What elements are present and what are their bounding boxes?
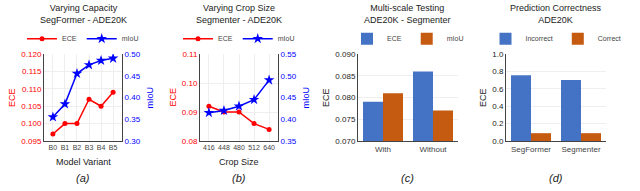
- svg-text:0.09: 0.09: [182, 108, 198, 117]
- svg-text:0.55: 0.55: [281, 50, 297, 59]
- svg-text:ECE: ECE: [62, 35, 77, 42]
- svg-text:ECE: ECE: [168, 88, 178, 107]
- svg-text:0.075: 0.075: [335, 115, 356, 124]
- svg-text:B1: B1: [61, 144, 70, 151]
- svg-text:0.085: 0.085: [335, 72, 356, 81]
- svg-text:0.50: 0.50: [281, 72, 297, 81]
- svg-text:0.115: 0.115: [22, 67, 42, 76]
- svg-text:0.40: 0.40: [125, 93, 141, 102]
- svg-text:0.50: 0.50: [125, 50, 141, 59]
- svg-text:Correct: Correct: [598, 35, 621, 42]
- svg-text:0.35: 0.35: [125, 115, 141, 124]
- svg-text:448: 448: [218, 144, 230, 151]
- svg-text:0.08: 0.08: [182, 137, 198, 146]
- svg-text:Segmenter: Segmenter: [561, 145, 600, 154]
- svg-text:Prediction CorrectnessADE20K: Prediction CorrectnessADE20K: [510, 3, 602, 25]
- svg-text:mIoU: mIoU: [145, 87, 155, 109]
- svg-text:0.0: 0.0: [492, 137, 504, 146]
- svg-text:Without: Without: [419, 145, 447, 154]
- svg-text:1.0: 1.0: [492, 50, 504, 59]
- svg-text:SegFormer: SegFormer: [511, 145, 551, 154]
- svg-text:B0: B0: [49, 144, 58, 151]
- svg-text:512: 512: [248, 144, 260, 151]
- svg-text:ECE: ECE: [7, 89, 17, 108]
- svg-text:ECE: ECE: [387, 35, 402, 42]
- svg-text:0.110: 0.110: [22, 85, 42, 94]
- svg-text:0.100: 0.100: [21, 119, 42, 128]
- svg-text:0.10: 0.10: [182, 79, 198, 88]
- svg-text:0.40: 0.40: [281, 115, 297, 124]
- svg-text:0.45: 0.45: [281, 93, 297, 102]
- svg-text:0.8: 0.8: [492, 67, 504, 76]
- svg-text:mIoU: mIoU: [122, 35, 139, 42]
- svg-text:Model Variant: Model Variant: [56, 157, 111, 167]
- svg-text:Crop Size: Crop Size: [219, 157, 259, 167]
- svg-text:B3: B3: [85, 144, 94, 151]
- svg-text:B2: B2: [73, 144, 82, 151]
- svg-text:Multi-scale TestingADE20K - Se: Multi-scale TestingADE20K - Segmenter: [364, 3, 451, 25]
- svg-text:0.2: 0.2: [492, 119, 504, 128]
- svg-text:0.120: 0.120: [21, 50, 42, 59]
- svg-text:mIoU: mIoU: [278, 35, 295, 42]
- svg-text:With: With: [375, 145, 391, 154]
- svg-text:ECE: ECE: [321, 89, 331, 108]
- svg-text:(a): (a): [76, 172, 90, 184]
- svg-text:480: 480: [233, 144, 245, 151]
- svg-text:Varying CapacitySegFormer - AD: Varying CapacitySegFormer - ADE20K: [40, 3, 127, 25]
- svg-text:0.11: 0.11: [182, 50, 198, 59]
- svg-text:(c): (c): [401, 172, 414, 184]
- svg-text:Varying Crop SizeSegmenter - A: Varying Crop SizeSegmenter - ADE20K: [196, 3, 282, 25]
- svg-text:(b): (b): [232, 172, 246, 184]
- svg-text:0.35: 0.35: [281, 137, 297, 146]
- svg-text:mIoU: mIoU: [301, 87, 311, 109]
- svg-text:0.080: 0.080: [335, 93, 356, 102]
- svg-text:Incorrect: Incorrect: [526, 35, 553, 42]
- svg-text:0.45: 0.45: [125, 72, 141, 81]
- svg-text:(d): (d): [549, 172, 563, 184]
- svg-text:0.30: 0.30: [125, 137, 141, 146]
- svg-text:0.095: 0.095: [21, 137, 42, 146]
- svg-text:0.6: 0.6: [492, 85, 504, 94]
- svg-text:0.105: 0.105: [21, 102, 42, 111]
- svg-text:ECE: ECE: [218, 35, 233, 42]
- svg-text:ECE: ECE: [478, 89, 488, 108]
- svg-text:mIoU: mIoU: [447, 35, 464, 42]
- svg-text:416: 416: [203, 144, 215, 151]
- svg-text:B4: B4: [97, 144, 106, 151]
- svg-text:0.4: 0.4: [492, 102, 504, 111]
- svg-text:640: 640: [263, 144, 275, 151]
- svg-text:0.090: 0.090: [335, 50, 356, 59]
- svg-text:B5: B5: [109, 144, 118, 151]
- svg-text:0.070: 0.070: [335, 137, 356, 146]
